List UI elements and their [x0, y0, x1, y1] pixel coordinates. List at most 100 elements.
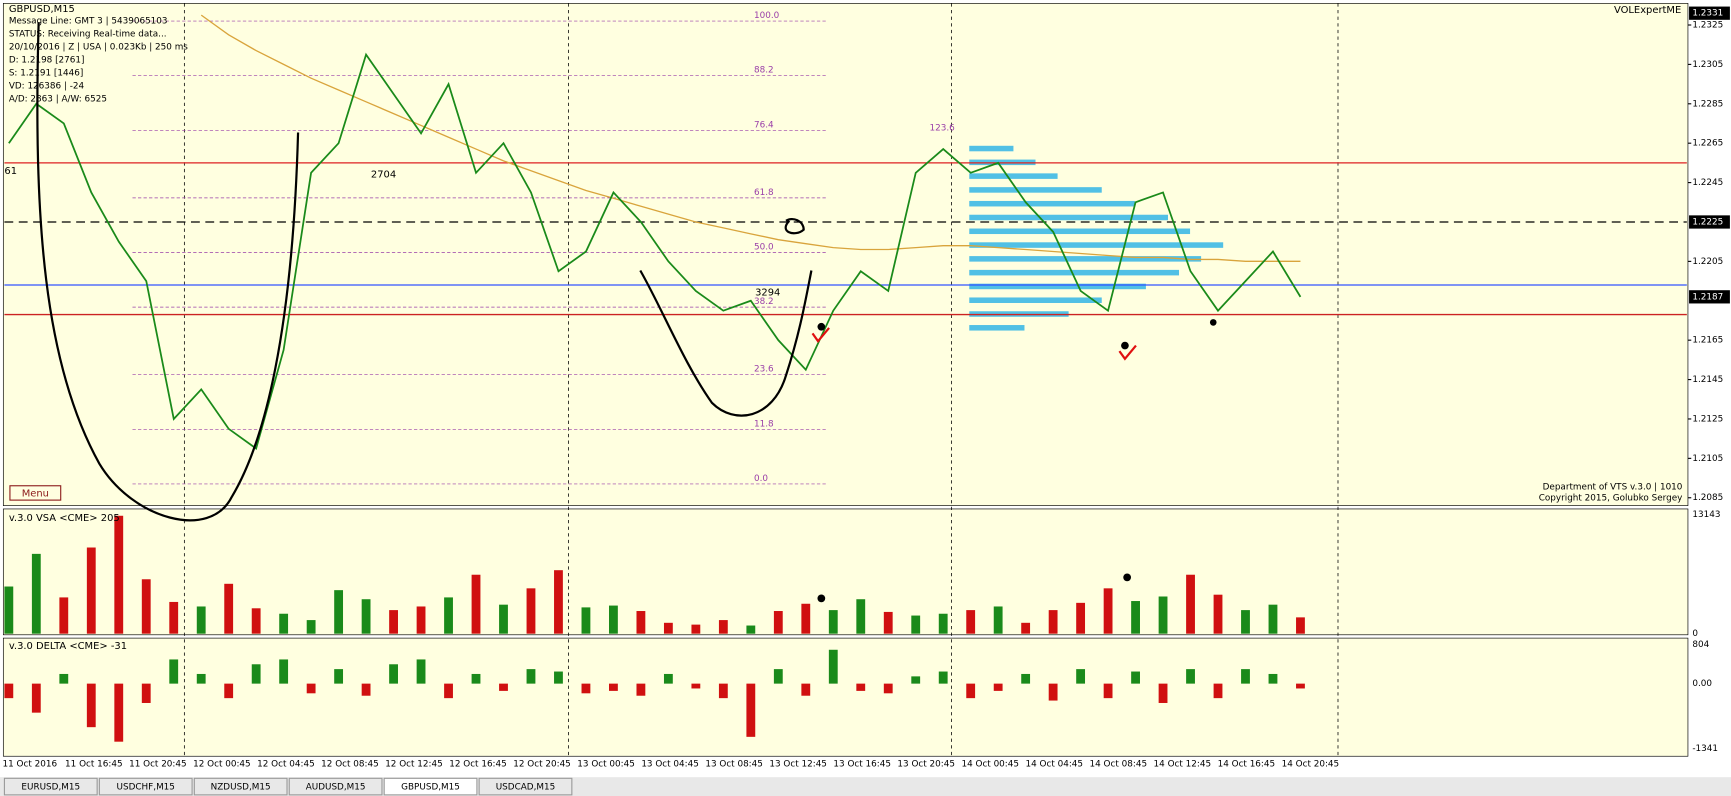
tab[interactable] — [3, 777, 98, 796]
delta-bar — [993, 683, 1003, 691]
tab[interactable] — [98, 777, 193, 796]
volume-bar — [59, 597, 69, 634]
delta-bar — [361, 683, 371, 696]
fib-label: 50.0 — [754, 242, 774, 252]
volume-bar — [444, 597, 453, 634]
dot — [1209, 319, 1217, 326]
tab-label[interactable]: EURUSD,M15 — [21, 783, 80, 793]
fib-label: 38.2 — [754, 297, 774, 307]
volume-bar — [911, 615, 921, 634]
y-tick-label: 1.2165 — [1692, 336, 1723, 346]
tab-label[interactable]: USDCHF,M15 — [117, 783, 175, 793]
delta-bar — [416, 659, 426, 684]
delta-bar — [1048, 683, 1058, 701]
tab[interactable] — [383, 777, 478, 796]
profile-bar — [969, 325, 1025, 331]
delta-bar — [4, 683, 14, 699]
info-line: S: 1.2191 [1446] — [9, 69, 83, 79]
tab[interactable] — [193, 777, 288, 796]
delta-bar — [636, 683, 646, 696]
dot — [1121, 341, 1129, 350]
tab-label[interactable]: USDCAD,M15 — [496, 783, 556, 793]
volume-bar — [471, 574, 481, 634]
delta-bar — [1158, 683, 1168, 703]
volume-bar — [1241, 610, 1250, 634]
x-tick-label: 14 Oct 20:45 — [1282, 759, 1340, 769]
price-marker-label: 1.2187 — [1692, 292, 1723, 302]
x-tick-label: 12 Oct 08:45 — [321, 759, 379, 769]
tab-label[interactable]: AUDUSD,M15 — [306, 783, 366, 793]
delta-bar — [691, 683, 701, 689]
volume-bar — [718, 620, 728, 634]
volume-bar — [499, 604, 508, 634]
menu-button[interactable] — [9, 485, 62, 501]
tab-label[interactable]: GBPUSD,M15 — [401, 783, 460, 793]
volume-bar — [334, 590, 344, 634]
annotation: 2704 — [371, 169, 396, 180]
price-panel — [2, 3, 1689, 506]
delta-bar — [1213, 683, 1223, 699]
delta-tick-label: -1341 — [1692, 744, 1718, 754]
profile-bar — [969, 242, 1224, 248]
tab-label[interactable]: NZDUSD,M15 — [211, 783, 271, 793]
x-tick-label: 14 Oct 08:45 — [1090, 759, 1148, 769]
delta-bar — [444, 683, 453, 699]
x-tick-label: 13 Oct 04:45 — [641, 759, 699, 769]
price-marker — [1689, 215, 1730, 229]
x-tick-label: 13 Oct 20:45 — [897, 759, 955, 769]
delta-tick-label: 0.00 — [1692, 679, 1712, 689]
checkmarks — [811, 327, 1137, 361]
x-tick-label: 12 Oct 12:45 — [385, 759, 443, 769]
volume-bar — [1131, 601, 1140, 634]
delta-panel — [2, 637, 1689, 757]
drawings — [36, 22, 813, 522]
volume-tick-label: 0 — [1692, 629, 1698, 639]
price-marker-label: 1.2331 — [1692, 9, 1723, 19]
delta-bar — [389, 664, 398, 684]
fib-label: 11.8 — [754, 419, 774, 429]
volume-bar — [1076, 602, 1086, 634]
moving_average-line — [200, 14, 1301, 262]
volume-bar — [141, 579, 151, 634]
profile-bar — [969, 256, 1202, 262]
volume-title: v.3.0 VSA <CME> 205 — [9, 513, 120, 524]
x-tick-label: 12 Oct 20:45 — [513, 759, 571, 769]
delta-bar — [279, 659, 289, 684]
volume-bar — [581, 607, 591, 634]
delta-bar — [966, 683, 976, 699]
y-tick-label: 1.2125 — [1692, 414, 1723, 424]
freehand-curve — [639, 269, 813, 417]
x-tick-label: 14 Oct 04:45 — [1025, 759, 1083, 769]
menu-label[interactable]: Menu — [22, 488, 49, 499]
y-tick-label: 1.2105 — [1692, 454, 1723, 464]
annotation: 61 — [4, 166, 17, 177]
delta-bar — [883, 683, 893, 694]
delta-bar — [801, 683, 811, 696]
x-tick-label: 13 Oct 08:45 — [705, 759, 763, 769]
tab[interactable] — [288, 777, 383, 796]
delta-bar — [1186, 669, 1195, 684]
volume-bar — [114, 515, 124, 634]
volume-bar — [279, 613, 289, 634]
fib-label: 0.0 — [754, 474, 768, 484]
profile-bar — [969, 228, 1191, 235]
y-tick-label: 1.2265 — [1692, 139, 1723, 149]
volume-bar — [609, 605, 618, 634]
price-marker — [1689, 290, 1730, 304]
x-tick-label: 12 Oct 16:45 — [449, 759, 507, 769]
y-tick-label: 1.2285 — [1692, 99, 1723, 109]
delta-bar — [196, 673, 206, 684]
x-tick-label: 13 Oct 00:45 — [577, 759, 635, 769]
volume-bar — [691, 624, 701, 634]
volume-bar — [1213, 594, 1223, 634]
price-marker — [1689, 6, 1730, 20]
volume-bar — [938, 613, 948, 634]
delta-bar — [114, 683, 124, 742]
plot-layer: 1.2085 1.2105 1.2125 1.2145 1.2165 1.2205 1.22… — [3, 6, 1730, 769]
footer-line: Department of VTS v.3.0 | 1010 — [1543, 482, 1683, 492]
tab[interactable] — [478, 777, 573, 796]
info-line: VD: 126386 | -24 — [9, 82, 85, 92]
delta-bar — [1021, 673, 1031, 684]
